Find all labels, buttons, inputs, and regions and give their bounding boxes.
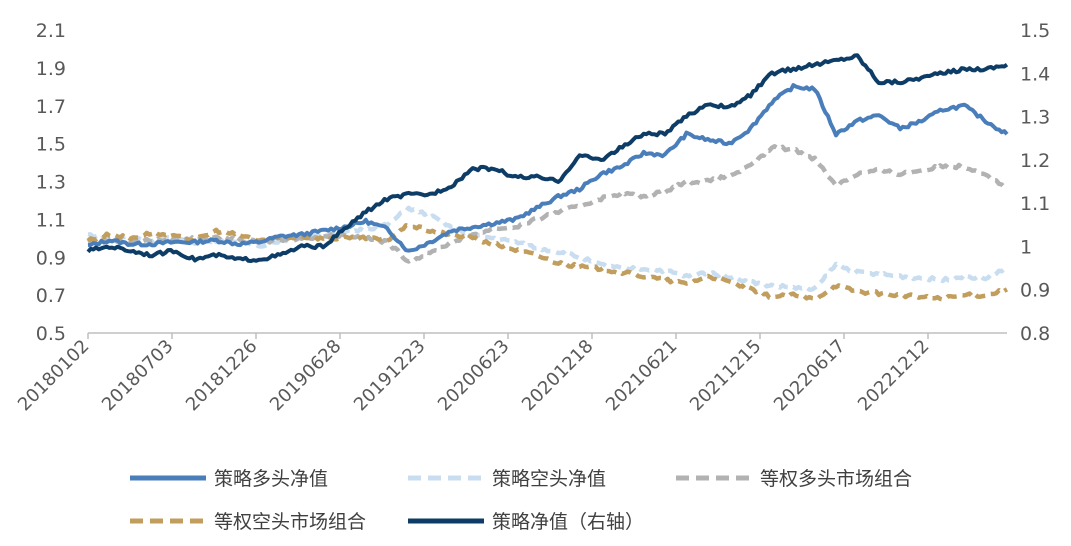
y-left-tick-label: 1.7 — [36, 96, 66, 118]
x-tick-label: 20180102 — [14, 336, 94, 416]
y-left-tick-label: 0.9 — [36, 247, 66, 269]
legend-label-2: 等权多头市场组合 — [760, 468, 912, 490]
y-right-tick-label: 0.8 — [1020, 323, 1050, 345]
x-tick-label: 20180703 — [98, 336, 178, 416]
x-tick-label: 20210621 — [602, 336, 682, 416]
y-right-tick-label: 1.5 — [1020, 20, 1050, 42]
y-left-tick-label: 1.1 — [36, 209, 66, 231]
x-tick-label: 20220617 — [770, 336, 850, 416]
x-tick-label: 20201218 — [518, 336, 598, 416]
series-line-2 — [87, 144, 1009, 264]
y-right-tick-label: 1.1 — [1020, 193, 1050, 215]
x-tick-label: 20181226 — [182, 336, 262, 416]
series-line-3 — [86, 223, 1009, 302]
legend-label-3: 等权空头市场组合 — [214, 511, 366, 533]
series-line-4 — [86, 53, 1009, 263]
y-left-tick-label: 0.7 — [36, 285, 66, 307]
y-right-tick-label: 1 — [1020, 236, 1032, 258]
x-tick-label: 20211215 — [686, 336, 766, 416]
legend-label-4: 策略净值（右轴） — [492, 511, 644, 533]
y-left-tick-label: 0.5 — [36, 323, 66, 345]
legend-label-0: 策略多头净值 — [214, 468, 328, 490]
y-left-tick-label: 1.3 — [36, 172, 66, 194]
y-left-tick-label: 1.5 — [36, 134, 66, 156]
x-tick-label: 20191223 — [350, 336, 430, 416]
x-tick-label: 20190628 — [266, 336, 346, 416]
x-tick-label: 20200623 — [434, 336, 514, 416]
y-right-tick-label: 0.9 — [1020, 280, 1050, 302]
y-right-tick-label: 1.4 — [1020, 63, 1050, 85]
x-tick-label: 20221212 — [854, 336, 934, 416]
series-line-1 — [87, 205, 1008, 292]
y-right-tick-label: 1.2 — [1020, 150, 1050, 172]
y-left-tick-label: 1.9 — [36, 58, 66, 80]
legend-label-1: 策略空头净值 — [492, 468, 606, 490]
series-line-0 — [87, 83, 1009, 253]
y-right-tick-label: 1.3 — [1020, 107, 1050, 129]
y-left-tick-label: 2.1 — [36, 20, 66, 42]
series-layer — [86, 53, 1009, 302]
